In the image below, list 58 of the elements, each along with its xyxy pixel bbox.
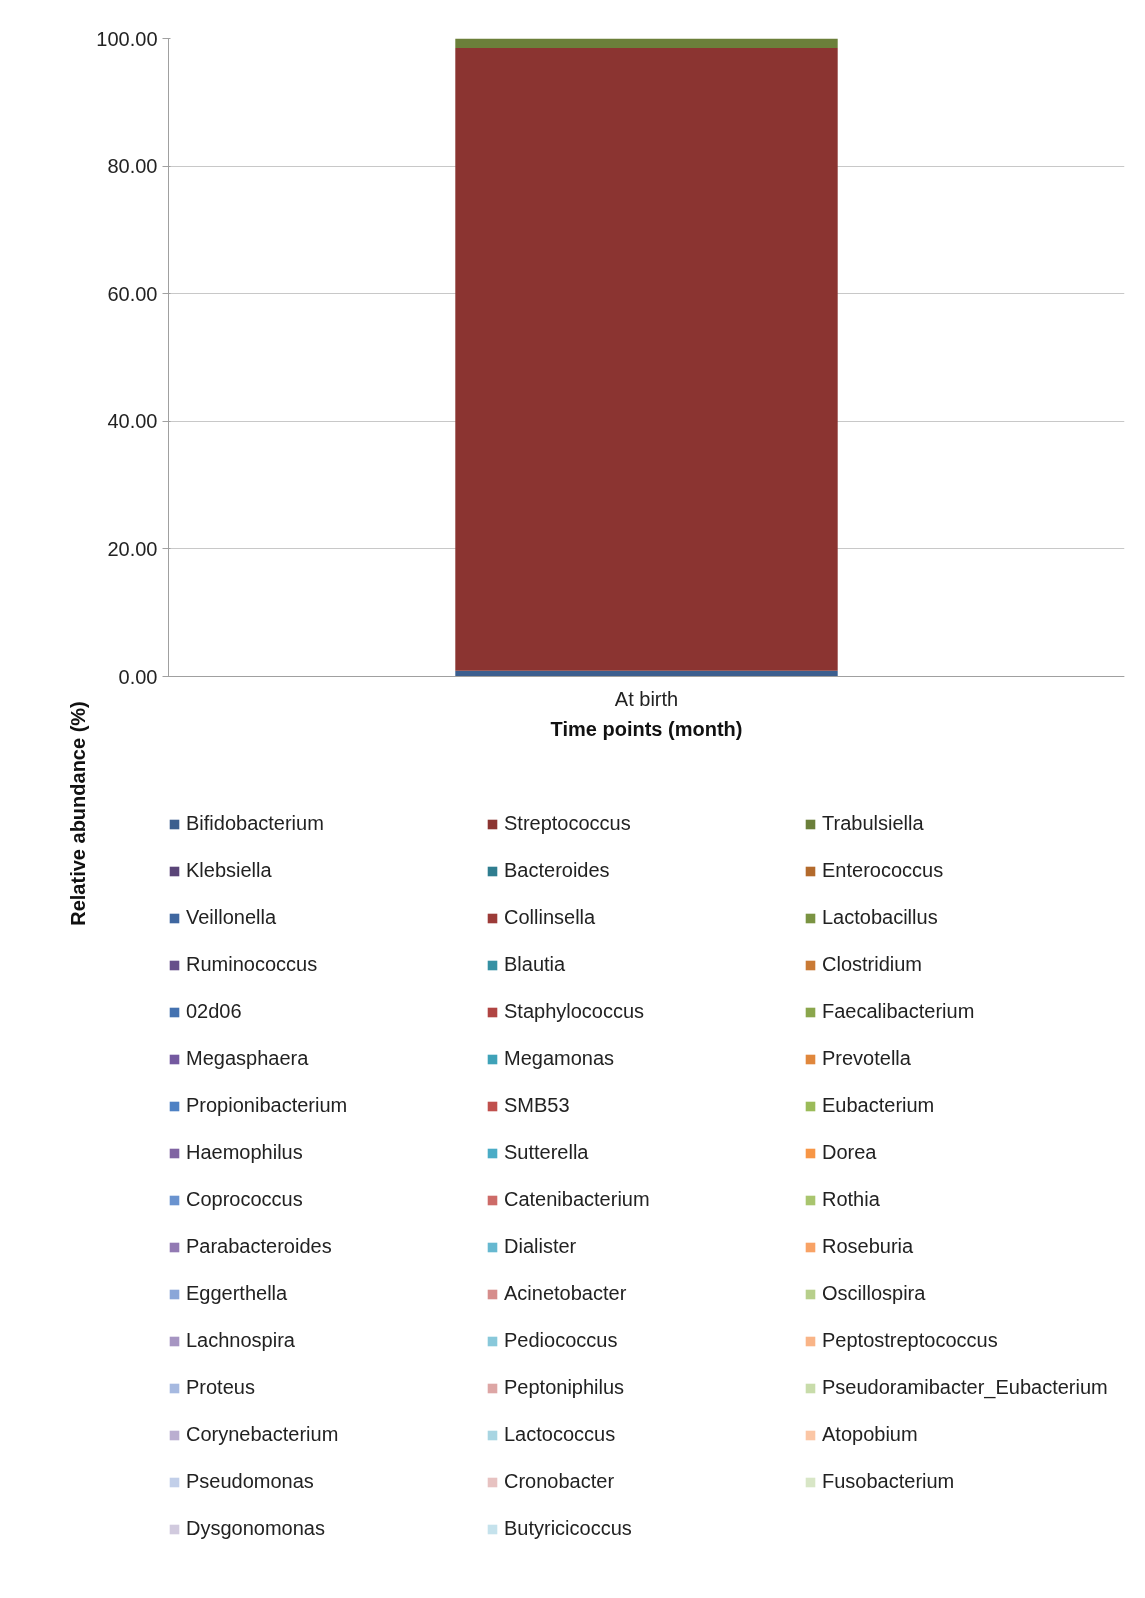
legend-label: 02d06 [186,1000,242,1023]
legend-label: Catenibacterium [504,1188,650,1211]
y-tick-label: 0.00 [118,665,158,688]
legend-label: Streptococcus [504,812,631,835]
legend-label: Peptoniphilus [504,1376,625,1399]
legend-label: Sutterella [504,1141,589,1164]
legend-label: Peptostreptococcus [822,1329,998,1352]
legend-label: Trabulsiella [822,812,924,835]
legend-label: Haemophilus [186,1141,303,1164]
legend-label: Atopobium [822,1423,918,1446]
legend-label: Pediococcus [504,1329,618,1352]
legend-label: SMB53 [504,1094,570,1117]
bar [455,48,838,671]
legend-label: Corynebacterium [186,1423,339,1446]
legend-label: Bacteroides [504,859,610,882]
legend-label: Lachnospira [186,1329,295,1352]
y-tick-label: 20.00 [107,537,158,560]
legend-label: Collinsella [504,906,596,929]
y-tick-label: 40.00 [107,410,158,433]
legend-label: Enterococcus [822,859,944,882]
legend-label: Klebsiella [186,859,272,882]
legend-label: Bifidobacterium [186,812,324,835]
legend-label: Cronobacter [504,1470,615,1493]
x-axis-title: Time points (month) [550,717,743,740]
legend-label: Dysgonomonas [186,1517,325,1540]
x-tick-label: At birth [614,687,679,710]
legend-label: Veillonella [186,906,277,929]
legend-label: Dorea [822,1141,877,1164]
legend-label: Oscillospira [822,1282,926,1305]
y-tick-label: 100.00 [96,27,158,50]
legend-label: Dialister [504,1235,577,1258]
legend-label: Megamonas [504,1047,615,1070]
legend-label: Megasphaera [186,1047,309,1070]
legend-label: Lactobacillus [822,906,938,929]
legend-label: Clostridium [822,953,923,976]
legend-label: Roseburia [822,1235,914,1258]
legend-label: Ruminococcus [186,953,318,976]
legend-label: Pseudomonas [186,1470,314,1493]
legend-label: Coprococcus [186,1188,303,1211]
legend-label: Pseudoramibacter_Eubacterium [822,1376,1108,1399]
legend-label: Faecalibacterium [822,1000,975,1023]
legend-label: Butyricicoccus [504,1517,632,1540]
y-axis-title: Relative abundance (%) [66,701,89,926]
y-tick-label: 60.00 [107,282,158,305]
legend-label: Lactococcus [504,1423,616,1446]
legend-label: Propionibacterium [186,1094,348,1117]
legend-label: Acinetobacter [504,1282,627,1305]
legend-label: Prevotella [822,1047,911,1070]
legend-label: Rothia [822,1188,880,1211]
legend-label: Fusobacterium [822,1470,955,1493]
legend-label: Eubacterium [822,1094,935,1117]
legend-label: Staphylococcus [504,1000,645,1023]
y-tick-label: 80.00 [107,155,158,178]
bar [455,38,838,49]
legend-label: Proteus [186,1376,255,1399]
legend-label: Blautia [504,953,566,976]
legend-label: Eggerthella [186,1282,288,1305]
legend-label: Parabacteroides [186,1235,332,1258]
